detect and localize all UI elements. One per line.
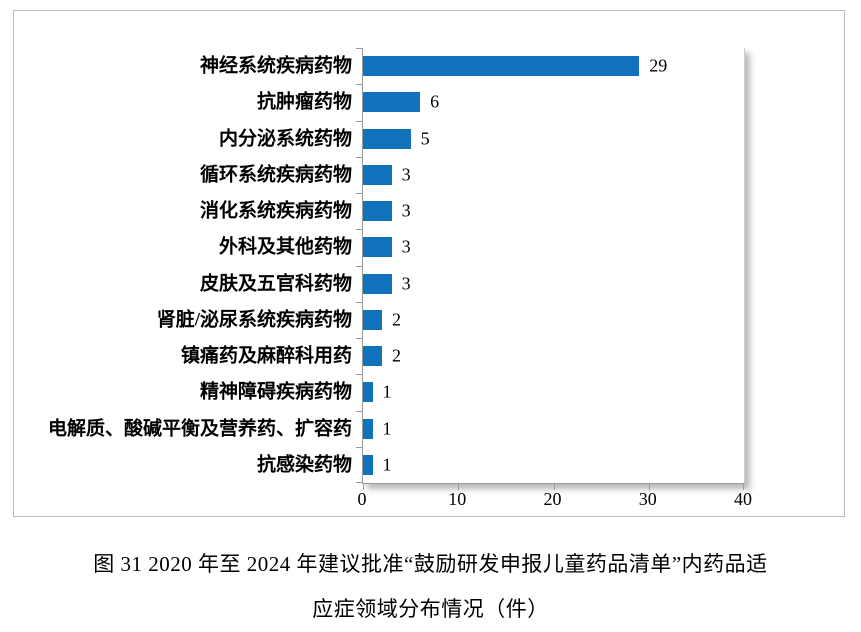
y-axis-tick [356,338,362,339]
y-axis-tick [356,193,362,194]
figure-caption: 图 31 2020 年至 2024 年建议批准“鼓励研发申报儿童药品清单”内药品… [0,542,861,632]
x-tick-label: 10 [448,489,467,509]
y-axis-tick [356,84,362,86]
category-label: 皮肤及五官科药物 [199,273,352,295]
value-label: 29 [649,55,668,76]
category-label: 消化系统疾病药物 [199,200,352,222]
value-label: 3 [401,164,411,185]
bar-row: 3 [363,236,744,258]
x-axis-tick [553,484,555,490]
bar [363,454,373,475]
y-axis-tick [356,156,362,158]
y-axis-tick [356,446,362,448]
category-label: 电解质、酸碱平衡及营养药、扩容药 [47,418,352,440]
y-axis-tick [356,374,362,376]
y-axis-tick [356,265,362,267]
x-tick-label: 30 [638,489,657,509]
value-label: 6 [430,91,440,112]
value-label: 1 [382,454,392,475]
bar-row: 3 [363,272,744,294]
category-label: 抗肿瘤药物 [256,91,352,113]
x-axis-tick [363,484,364,490]
bar-row: 3 [363,164,744,185]
bar [363,273,392,294]
x-axis-tick [648,484,650,490]
caption-line-2: 应症领域分布情况（件） [312,597,549,621]
category-label: 循环系统疾病药物 [199,164,352,186]
bar [363,346,383,367]
value-label: 3 [401,236,411,257]
bar-row: 29 [363,55,744,77]
bar [363,128,411,149]
value-label: 2 [392,309,402,330]
x-axis-tick [458,484,460,490]
y-axis-tick [356,120,362,122]
bar [363,201,392,222]
plot-area: 29 6 5 3 3 3 3 2 2 1 1 1 [356,48,745,490]
bar [363,164,392,185]
x-tick-label: 20 [543,489,562,509]
y-axis-tick [356,229,362,231]
value-label: 2 [392,345,402,366]
bar [363,382,373,403]
y-axis-tick [356,410,362,412]
bar [363,309,383,330]
category-label: 外科及其他药物 [218,236,352,258]
category-label: 精神障碍疾病药物 [199,381,352,403]
bar [363,418,373,439]
bar-row: 2 [363,309,744,330]
category-label: 肾脏/泌尿系统疾病药物 [156,309,352,331]
bar-row: 2 [363,345,744,367]
x-axis-tick [743,484,744,490]
category-label: 神经系统疾病药物 [199,55,352,77]
y-axis-tick [356,482,362,483]
value-label: 5 [420,127,430,148]
value-label: 1 [382,381,392,402]
bar-row: 1 [363,381,744,403]
y-axis-tick [356,48,362,49]
caption-line-1: 图 31 2020 年至 2024 年建议批准“鼓励研发申报儿童药品清单”内药品… [93,552,768,576]
bar-row: 1 [363,417,744,439]
category-label: 抗感染药物 [256,454,352,476]
value-label: 3 [401,272,411,293]
value-label: 3 [401,200,411,221]
category-label: 内分泌系统药物 [218,128,352,150]
bar [363,92,421,113]
bar [363,56,640,77]
y-axis-tick [356,301,362,303]
bar-row: 3 [363,200,744,222]
bar-row: 1 [363,454,744,475]
category-label: 镇痛药及麻醉科用药 [180,345,352,367]
bar-row: 5 [363,127,744,149]
bar-row: 6 [363,91,744,113]
value-label: 1 [382,417,392,438]
x-tick-label: 40 [734,489,752,509]
x-tick-label: 0 [357,489,367,509]
bar [363,237,392,258]
